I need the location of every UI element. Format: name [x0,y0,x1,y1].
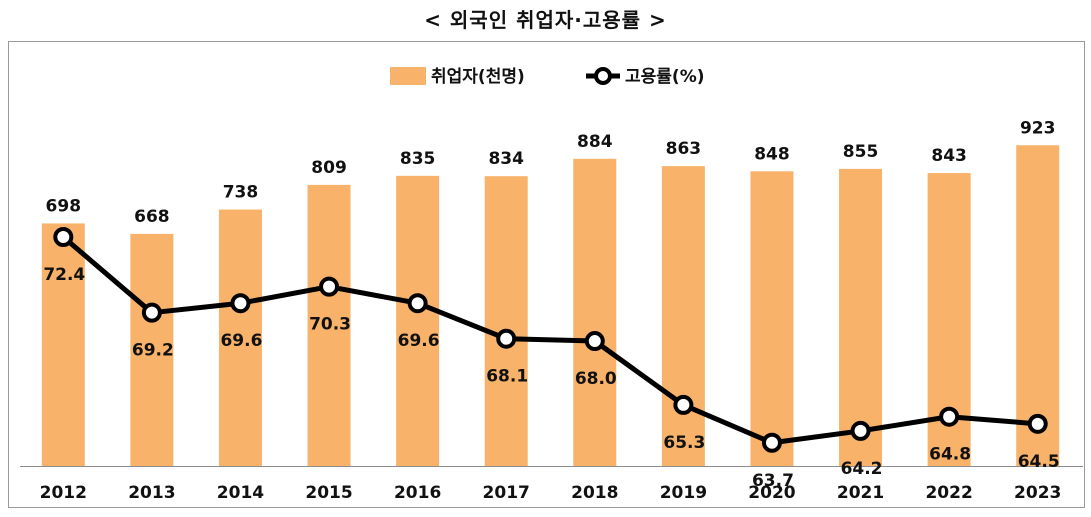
bar [839,168,883,466]
line-point [761,432,782,453]
line-point [939,406,960,427]
line-point [584,331,605,352]
bar-value-label: 835 [400,149,436,169]
line-value-label: 69.2 [132,341,174,361]
bar [484,176,528,466]
line-point [53,227,74,247]
x-tick-label: 2021 [837,483,884,503]
bar-value-label: 834 [488,149,524,169]
x-tick-label: 2020 [748,483,795,503]
x-tick-label: 2015 [305,483,352,503]
x-tick-label: 2014 [217,483,264,503]
bar [307,184,351,466]
line-value-label: 63.7 [752,471,794,491]
line-value-label: 69.6 [220,331,262,351]
x-tick-label: 2016 [394,483,441,503]
line-point [496,328,517,349]
x-tick-label: 2018 [571,483,618,503]
line-point [407,293,428,314]
bar-value-label: 884 [577,132,613,152]
bar-value-label: 668 [134,207,170,227]
bar [661,166,705,467]
x-tick-label: 2017 [483,483,530,503]
bar [218,209,262,467]
legend-label-bar: 취업자(천명) [431,66,525,87]
line-point [673,394,694,415]
line-point [319,276,340,297]
chart-frame [8,41,1085,508]
legend-swatch-bar [390,67,426,85]
chart-title: < 외국인 취업자·고용률 > [424,8,667,32]
line-point [141,302,162,323]
x-tick-label: 2022 [925,483,972,503]
bar [41,223,85,466]
bar-value-label: 863 [666,139,702,159]
bar-value-label: 698 [46,196,82,216]
line-value-label: 64.2 [841,459,883,479]
bar [1016,145,1060,466]
bar-value-label: 843 [931,146,967,166]
line-value-label: 70.3 [309,315,351,335]
legend-label-line: 고용률(%) [625,67,705,87]
bar-value-label: 848 [754,144,790,164]
legend-swatch-marker [594,67,612,85]
line-point [1027,413,1048,434]
bar-value-label: 738 [223,183,259,203]
bar-value-label: 855 [843,142,879,162]
line-value-label: 69.6 [398,331,440,351]
line-point [850,420,871,441]
bar [573,158,617,466]
bar [750,171,794,466]
line-value-label: 64.8 [929,445,971,465]
bar-value-label: 809 [311,158,347,178]
line-point [230,293,251,314]
x-tick-label: 2023 [1014,483,1061,503]
line-value-label: 72.4 [43,265,85,285]
line-series [61,235,1038,446]
x-tick-label: 2019 [660,483,707,503]
x-tick-label: 2012 [40,483,87,503]
line-value-label: 68.1 [486,367,528,387]
bar [396,175,440,466]
bar [130,233,174,466]
bar-value-label: 923 [1020,118,1056,138]
line-value-label: 65.3 [663,433,705,453]
line-value-label: 64.5 [1018,452,1060,472]
line-value-label: 68.0 [575,369,617,389]
x-tick-label: 2013 [128,483,175,503]
